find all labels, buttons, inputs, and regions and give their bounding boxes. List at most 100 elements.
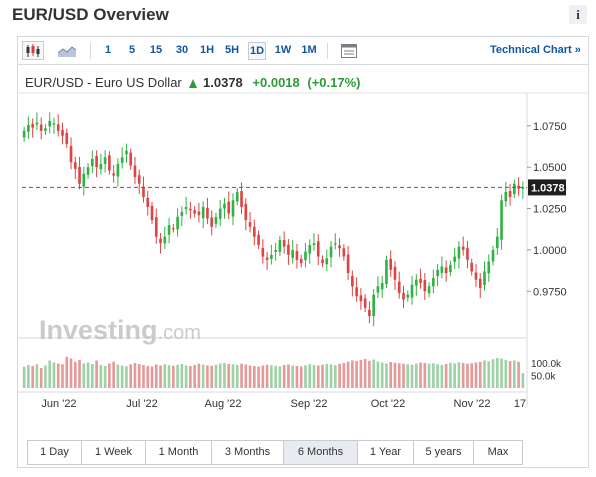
candle-body: [329, 246, 333, 258]
timeframe-5h[interactable]: 5H: [224, 44, 240, 56]
candle-body: [483, 271, 486, 286]
range-6-months[interactable]: 6 Months: [284, 441, 358, 464]
candle-body: [312, 243, 316, 245]
symbol-name: EUR/USD - Euro US Dollar: [25, 75, 182, 90]
volume-bar: [73, 361, 77, 388]
range-5-years[interactable]: 5 years: [414, 441, 474, 464]
candle-body: [244, 203, 248, 221]
timeframe-15[interactable]: 15: [149, 44, 163, 56]
volume-bar: [261, 365, 265, 388]
volume-bar: [278, 366, 282, 388]
volume-bar: [244, 364, 248, 388]
volume-bar: [82, 363, 86, 388]
timeframe-1[interactable]: 1: [104, 44, 112, 56]
candles-group: [22, 112, 525, 388]
candle-body: [393, 266, 397, 280]
candle-body: [231, 200, 235, 217]
volume-bar: [461, 363, 465, 388]
price-chart[interactable]: 1.0750 1.0500 1.0250 1.0000 0.9750 100.0k 50.0…: [17, 36, 589, 436]
candle-body: [240, 191, 243, 207]
volume-bar: [61, 364, 64, 388]
candle-body: [69, 146, 73, 163]
candle-body: [159, 238, 162, 244]
volume-bar: [146, 366, 150, 388]
candle-body: [278, 240, 282, 252]
price-change-percent: (+0.17%): [307, 75, 361, 90]
technical-chart-link[interactable]: Technical Chart »: [490, 44, 581, 56]
volume-tick-label: 50.0k: [531, 372, 556, 383]
candle-body: [172, 228, 175, 230]
volume-bar: [470, 363, 474, 388]
candle-body: [184, 206, 188, 209]
candle-body: [299, 258, 303, 264]
y-tick-label: 1.0000: [533, 245, 567, 257]
volume-bar: [440, 365, 444, 388]
candle-body: [487, 261, 491, 274]
candle-body: [201, 206, 205, 219]
volume-bar: [120, 365, 124, 388]
candle-body: [22, 130, 26, 138]
volume-bar: [39, 368, 43, 388]
candle-body: [389, 258, 393, 270]
timeframe-1m[interactable]: 1M: [301, 44, 317, 56]
volume-bar: [436, 364, 439, 388]
volume-bar: [346, 361, 350, 388]
volume-bar: [410, 364, 414, 388]
range-selector: 1 Day 1 Week 1 Month 3 Months 6 Months 1 Year…: [27, 440, 523, 465]
x-tick-label: 17: [514, 398, 526, 410]
range-max[interactable]: Max: [474, 441, 522, 464]
timeframe-1w[interactable]: 1W: [274, 44, 292, 56]
volume-bar: [27, 365, 30, 388]
candlestick-chart-icon[interactable]: [22, 41, 44, 60]
range-1-year[interactable]: 1 Year: [358, 441, 414, 464]
volume-bar: [444, 364, 448, 388]
candle-body: [44, 128, 47, 131]
info-icon[interactable]: i: [569, 5, 587, 24]
volume-bar: [393, 362, 397, 388]
volume-bar: [44, 365, 47, 388]
timeframe-1h[interactable]: 1H: [199, 44, 215, 56]
volume-bar: [495, 358, 499, 388]
volume-bar: [423, 363, 427, 388]
range-1-day[interactable]: 1 Day: [28, 441, 82, 464]
volume-bar: [56, 363, 60, 388]
volume-bar: [180, 364, 184, 388]
volume-bar: [189, 366, 192, 388]
volume-bar: [355, 361, 358, 388]
volume-bar: [389, 362, 393, 388]
timeframe-1d[interactable]: 1D: [248, 42, 266, 60]
timeframe-5[interactable]: 5: [128, 44, 136, 56]
candle-body: [150, 205, 154, 221]
candle-body: [142, 186, 145, 197]
volume-bar: [359, 360, 363, 388]
candle-body: [265, 257, 269, 260]
volume-bar: [176, 364, 179, 388]
last-price-tag-label: 1.0378: [531, 182, 565, 194]
settings-panel-icon[interactable]: [338, 41, 360, 60]
area-chart-icon[interactable]: [56, 41, 78, 60]
volume-bar: [265, 364, 269, 388]
candle-body: [61, 129, 64, 136]
volume-bar: [504, 360, 508, 388]
candle-body: [363, 298, 367, 308]
volume-bar: [427, 363, 431, 388]
volume-bar: [316, 365, 320, 388]
volume-bar: [419, 362, 422, 388]
candle-body: [103, 157, 107, 164]
candle-body: [321, 259, 324, 264]
y-tick-label: 1.0250: [533, 204, 567, 216]
range-3-months[interactable]: 3 Months: [212, 441, 284, 464]
range-1-month[interactable]: 1 Month: [146, 441, 212, 464]
candle-body: [91, 158, 94, 167]
x-tick-label: Jul '22: [126, 398, 157, 410]
volume-bar: [508, 361, 512, 388]
candle-body: [295, 250, 299, 260]
candle-body: [210, 217, 214, 227]
volume-bar: [351, 360, 354, 388]
candle-body: [137, 175, 141, 184]
range-1-week[interactable]: 1 Week: [82, 441, 146, 464]
timeframe-30[interactable]: 30: [175, 44, 189, 56]
volume-bar: [95, 360, 98, 388]
candle-body: [65, 132, 69, 145]
candle-body: [282, 240, 286, 247]
